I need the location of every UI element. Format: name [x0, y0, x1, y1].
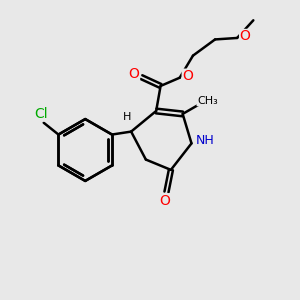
- Text: O: O: [129, 67, 140, 81]
- Text: Cl: Cl: [34, 107, 48, 121]
- Text: NH: NH: [195, 134, 214, 147]
- Text: O: O: [182, 69, 193, 83]
- Text: CH₃: CH₃: [197, 96, 218, 106]
- Text: O: O: [240, 29, 250, 44]
- Text: O: O: [160, 194, 170, 208]
- Text: H: H: [122, 112, 131, 122]
